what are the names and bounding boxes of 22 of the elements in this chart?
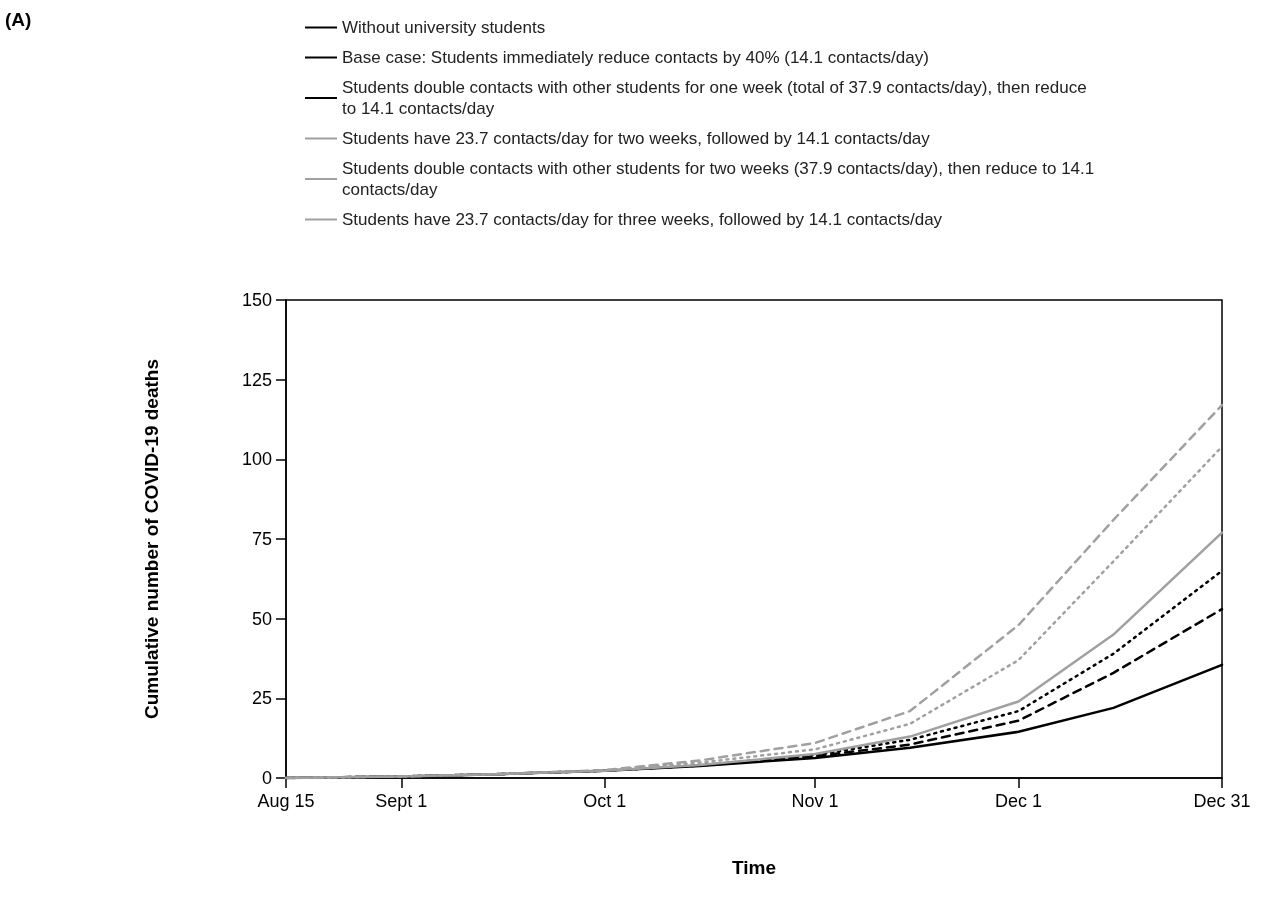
legend-label: Base case: Students immediately reduce contacts by 40% (14.1 contacts/day) — [342, 48, 929, 67]
legend-label: Without university students — [342, 18, 546, 37]
y-tick-label: 25 — [251, 688, 272, 709]
y-tick-label: 75 — [251, 529, 272, 549]
legend-label: Students double contacts with other students for two weeks (37.9 contacts/day), then reduce to 14.1 contacts/day — [342, 159, 1099, 199]
x-axis-title: Time — [731, 857, 777, 878]
y-tick-label: 150 — [241, 290, 272, 310]
y-tick-label: 100 — [241, 449, 272, 470]
x-tick-label: Sept 1 — [375, 791, 428, 811]
y-tick-label: 125 — [241, 369, 272, 390]
x-tick-label: Dec 31 — [1193, 791, 1251, 811]
x-tick-label: Oct 1 — [583, 791, 627, 811]
legend-label: Students double contacts with other students for one week (total of 37.9 contacts/day), then reduce to 14.1 contacts/day — [342, 78, 1092, 118]
x-tick-label: Nov 1 — [791, 791, 839, 811]
y-tick-label: 0 — [261, 768, 272, 788]
x-tick-label: Dec 1 — [995, 791, 1043, 811]
text: (A) — [5, 9, 32, 30]
y-tick-label: 50 — [251, 608, 272, 629]
legend-label: Students have 23.7 contacts/day for three weeks, followed by 14.1 contacts/day — [342, 210, 943, 229]
y-axis-title: Cumulative number of COVID-19 deaths — [141, 358, 162, 720]
x-tick-label: Aug 15 — [257, 791, 315, 811]
legend-label: Students have 23.7 contacts/day for two weeks, followed by 14.1 contacts/day — [342, 129, 931, 148]
